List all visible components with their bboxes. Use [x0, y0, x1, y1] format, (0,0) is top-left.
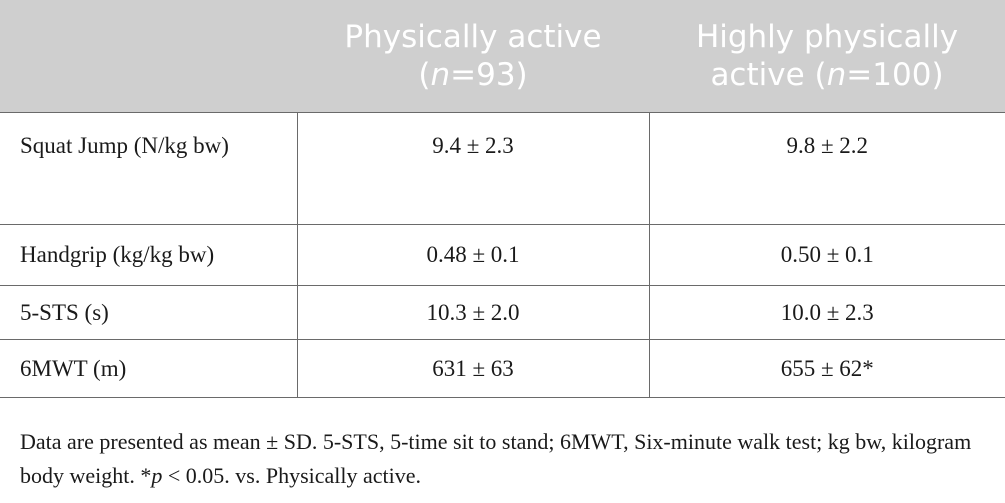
row-label: 6MWT (m): [0, 338, 297, 398]
cell-physically-active: 9.4 ± 2.3: [296, 111, 649, 225]
header-hpa-n-prefix: (: [814, 56, 827, 93]
header-pa-n-prefix: (: [418, 56, 431, 93]
header-pa-n-var: n: [430, 56, 451, 93]
header-highly-physically-active: Highly physically active (n=100): [649, 0, 1005, 112]
cell-highly-physically-active: 10.0 ± 2.3: [648, 284, 1005, 340]
header-empty-cell: [0, 0, 297, 112]
table-row: 5-STS (s) 10.3 ± 2.0 10.0 ± 2.3: [0, 284, 1005, 340]
cell-physically-active: 0.48 ± 0.1: [296, 223, 649, 286]
table-row: Handgrip (kg/kg bw) 0.48 ± 0.1 0.50 ± 0.…: [0, 223, 1005, 286]
table-row: 6MWT (m) 631 ± 63 655 ± 62*: [0, 338, 1005, 398]
header-physically-active: Physically active (n=93): [297, 0, 649, 112]
header-hpa-title: Highly physically: [695, 18, 959, 55]
table-row: Squat Jump (N/kg bw) 9.4 ± 2.3 9.8 ± 2.2: [0, 111, 1005, 225]
row-label: 5-STS (s): [0, 284, 297, 340]
header-hpa-title2: active: [710, 56, 805, 93]
header-row: Physically active (n=93) Highly physical…: [0, 0, 1005, 112]
row-label: Handgrip (kg/kg bw): [0, 223, 297, 286]
results-table: Physically active (n=93) Highly physical…: [0, 0, 1005, 398]
cell-highly-physically-active: 0.50 ± 0.1: [648, 223, 1005, 286]
cell-physically-active: 631 ± 63: [296, 338, 649, 398]
table-footnote: Data are presented as mean ± SD. 5-STS, …: [20, 425, 995, 493]
cell-highly-physically-active: 655 ± 62*: [648, 338, 1005, 398]
header-hpa-n-value: =100): [846, 56, 944, 93]
footnote-text-end: < 0.05. vs. Physically active.: [162, 463, 422, 488]
header-pa-title: Physically active: [344, 18, 602, 55]
header-hpa-n-var: n: [826, 56, 847, 93]
header-pa-n-value: =93): [450, 56, 528, 93]
row-label: Squat Jump (N/kg bw): [0, 111, 297, 225]
cell-physically-active: 10.3 ± 2.0: [296, 284, 649, 340]
cell-highly-physically-active: 9.8 ± 2.2: [648, 111, 1005, 225]
footnote-p-var: p: [151, 463, 163, 488]
footnote-text: Data are presented as mean ± SD. 5-STS, …: [20, 429, 972, 488]
